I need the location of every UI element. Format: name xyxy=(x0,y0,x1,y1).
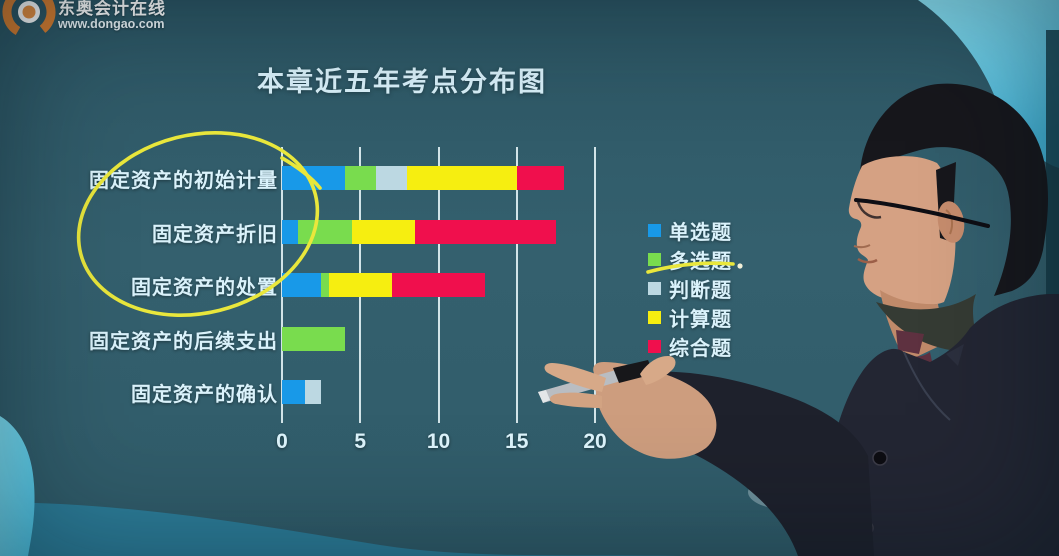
legend-swatch xyxy=(648,340,661,353)
dongao-logo-icon xyxy=(2,0,56,39)
legend-item-多选题: 多选题 xyxy=(648,245,732,274)
legend-item-综合题: 综合题 xyxy=(648,332,732,361)
legend-swatch xyxy=(648,282,661,295)
category-label: 固定资产的初始计量 xyxy=(89,170,278,192)
bar-segment-计算题 xyxy=(328,273,392,297)
bar-segment-多选题 xyxy=(321,273,329,297)
x-tick-label: 15 xyxy=(505,430,529,453)
legend-label: 综合题 xyxy=(669,338,732,360)
bar-segment-计算题 xyxy=(407,166,517,190)
bar-segment-单选题 xyxy=(282,380,306,404)
legend-swatch xyxy=(648,253,661,266)
bar-segment-多选题 xyxy=(344,166,376,190)
legend-swatch xyxy=(648,311,661,324)
legend-swatch xyxy=(648,224,661,237)
bar-segment-判断题 xyxy=(375,166,408,190)
chart-title: 本章近五年考点分布图 xyxy=(257,67,547,97)
category-label: 固定资产的后续支出 xyxy=(89,330,278,353)
bar-segment-综合题 xyxy=(516,166,564,190)
dongao-logo: 东奥会计在线 www.dongao.com xyxy=(0,0,230,48)
bar-segment-计算题 xyxy=(352,219,416,244)
legend-label: 单选题 xyxy=(669,222,732,244)
x-tick-label: 10 xyxy=(426,430,451,453)
gridline-x-20 xyxy=(594,147,596,423)
bar-segment-单选题 xyxy=(282,166,345,190)
logo-site-url: www.dongao.com xyxy=(58,16,165,31)
bar-segment-判断题 xyxy=(305,380,322,404)
legend-item-单选题: 单选题 xyxy=(648,216,732,245)
bar-segment-多选题 xyxy=(282,326,345,351)
category-label: 固定资产折旧 xyxy=(152,223,278,246)
legend-item-计算题: 计算题 xyxy=(648,303,732,332)
gridline-x-15 xyxy=(515,147,518,423)
legend-label: 计算题 xyxy=(669,309,732,331)
category-label: 固定资产的确认 xyxy=(131,384,278,406)
legend-label: 多选题 xyxy=(669,251,732,273)
x-tick-label: 0 xyxy=(276,430,288,453)
bar-segment-综合题 xyxy=(415,219,556,244)
category-label: 固定资产的处置 xyxy=(131,277,278,299)
bar-segment-单选题 xyxy=(282,219,298,244)
x-tick-label: 20 xyxy=(583,430,607,453)
x-tick-label: 5 xyxy=(354,430,367,453)
legend-label: 判断题 xyxy=(669,280,732,302)
legend-item-判断题: 判断题 xyxy=(648,274,732,303)
bar-segment-综合题 xyxy=(391,273,486,297)
bar-segment-单选题 xyxy=(282,273,322,297)
logo-site-name: 东奥会计在线 xyxy=(58,0,166,18)
bar-segment-多选题 xyxy=(297,219,353,244)
